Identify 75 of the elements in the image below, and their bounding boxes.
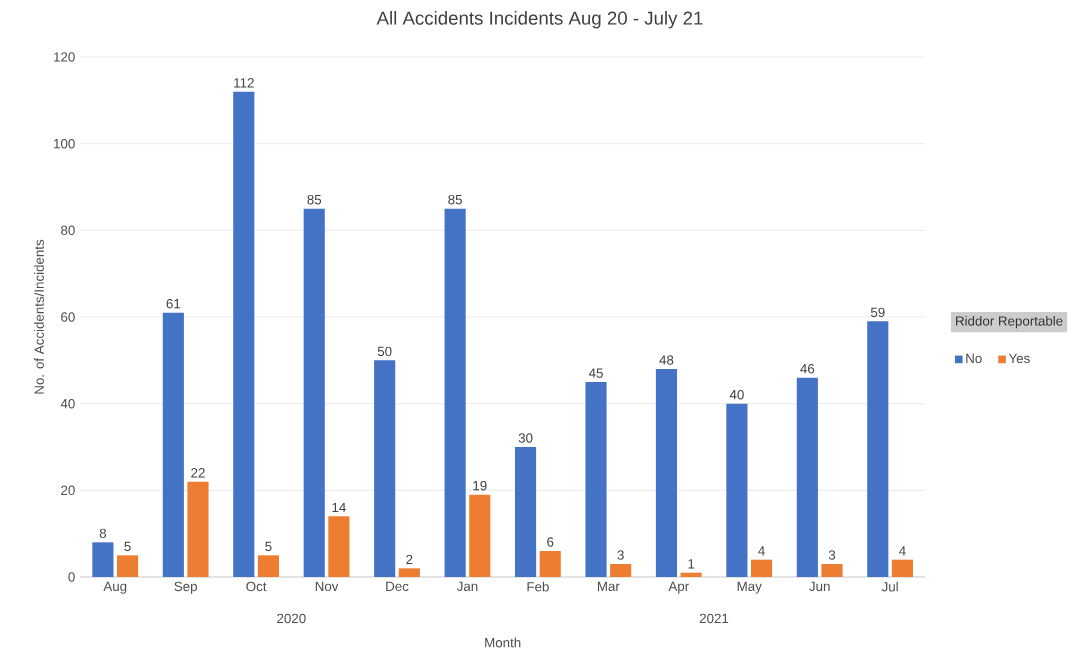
text: 2021 <box>699 613 729 624</box>
text: 2020 <box>277 613 306 624</box>
x-tick-label: Jul <box>881 581 898 592</box>
data-label: 30 <box>518 433 533 443</box>
bar <box>116 555 139 577</box>
data-label: 45 <box>588 368 603 378</box>
bar <box>469 494 491 577</box>
y-tick-label: 80 <box>61 225 75 236</box>
bar <box>867 321 889 577</box>
bar <box>92 542 114 577</box>
y-tick-label: 0 <box>68 572 75 582</box>
data-label: 14 <box>332 502 346 513</box>
bar <box>515 447 537 577</box>
x-tick-label: May <box>737 581 762 594</box>
data-label: 48 <box>659 355 674 365</box>
bar <box>187 481 209 577</box>
bar <box>655 369 678 577</box>
x-tick-label: Nov <box>315 581 339 592</box>
data-label: 112 <box>234 78 254 88</box>
x-tick-label: Mar <box>597 581 620 592</box>
x-tick-label: Apr <box>668 581 689 594</box>
data-label: 6 <box>547 537 554 547</box>
data-label: 8 <box>99 528 107 539</box>
bar <box>821 564 843 577</box>
data-label: 59 <box>870 307 885 318</box>
bar <box>680 572 702 577</box>
data-label: 22 <box>191 468 205 478</box>
legend-title: Riddor Reportable <box>956 315 1063 329</box>
y-tick-label: 40 <box>60 398 75 409</box>
bar <box>257 555 280 577</box>
bar <box>374 360 396 577</box>
data-label: 1 <box>688 559 695 569</box>
data-label: 61 <box>166 298 181 309</box>
x-tick-label: Oct <box>246 581 267 592</box>
data-label: 85 <box>448 194 462 205</box>
y-tick-label: 100 <box>54 138 75 149</box>
bar <box>444 208 466 577</box>
bar <box>726 403 748 577</box>
x-tick-label: Feb <box>527 581 549 592</box>
x-tick-label: Dec <box>386 581 409 592</box>
bar <box>891 559 914 577</box>
data-label: 4 <box>758 546 765 556</box>
bar <box>796 377 818 577</box>
x-tick-label: Sep <box>174 581 197 594</box>
bar <box>610 564 632 577</box>
data-label: 3 <box>617 550 624 560</box>
y-tick-label: 20 <box>61 485 75 496</box>
bar <box>398 568 420 577</box>
data-label: 3 <box>828 550 836 560</box>
data-label: 2 <box>406 554 413 565</box>
x-axis-title: Month <box>485 637 521 648</box>
x-tick-label: Jan <box>456 581 478 592</box>
legend-label: Yes <box>1008 353 1030 364</box>
bar <box>233 91 255 577</box>
data-label: 5 <box>265 541 272 552</box>
bar <box>585 382 607 577</box>
y-tick-label: 60 <box>61 312 75 322</box>
legend-label: No <box>966 353 982 364</box>
data-label: 50 <box>377 346 392 357</box>
bar <box>162 312 184 577</box>
chart-title: All Accidents Incidents Aug 20 - July 21 <box>376 11 703 29</box>
bar <box>539 551 561 577</box>
x-tick-label: Aug <box>103 581 127 594</box>
data-label: 19 <box>473 480 487 491</box>
data-label: 46 <box>800 363 815 374</box>
bar <box>750 559 773 577</box>
data-label: 5 <box>124 541 131 552</box>
data-label: 4 <box>899 546 906 556</box>
data-label: 40 <box>729 389 744 400</box>
data-label: 85 <box>307 194 322 205</box>
bar <box>303 208 325 577</box>
x-tick-label: Jun <box>809 581 830 592</box>
y-axis-title: No. of Accidents/Incidents <box>34 239 44 394</box>
y-tick-label: 120 <box>54 52 75 62</box>
bar <box>328 516 350 577</box>
